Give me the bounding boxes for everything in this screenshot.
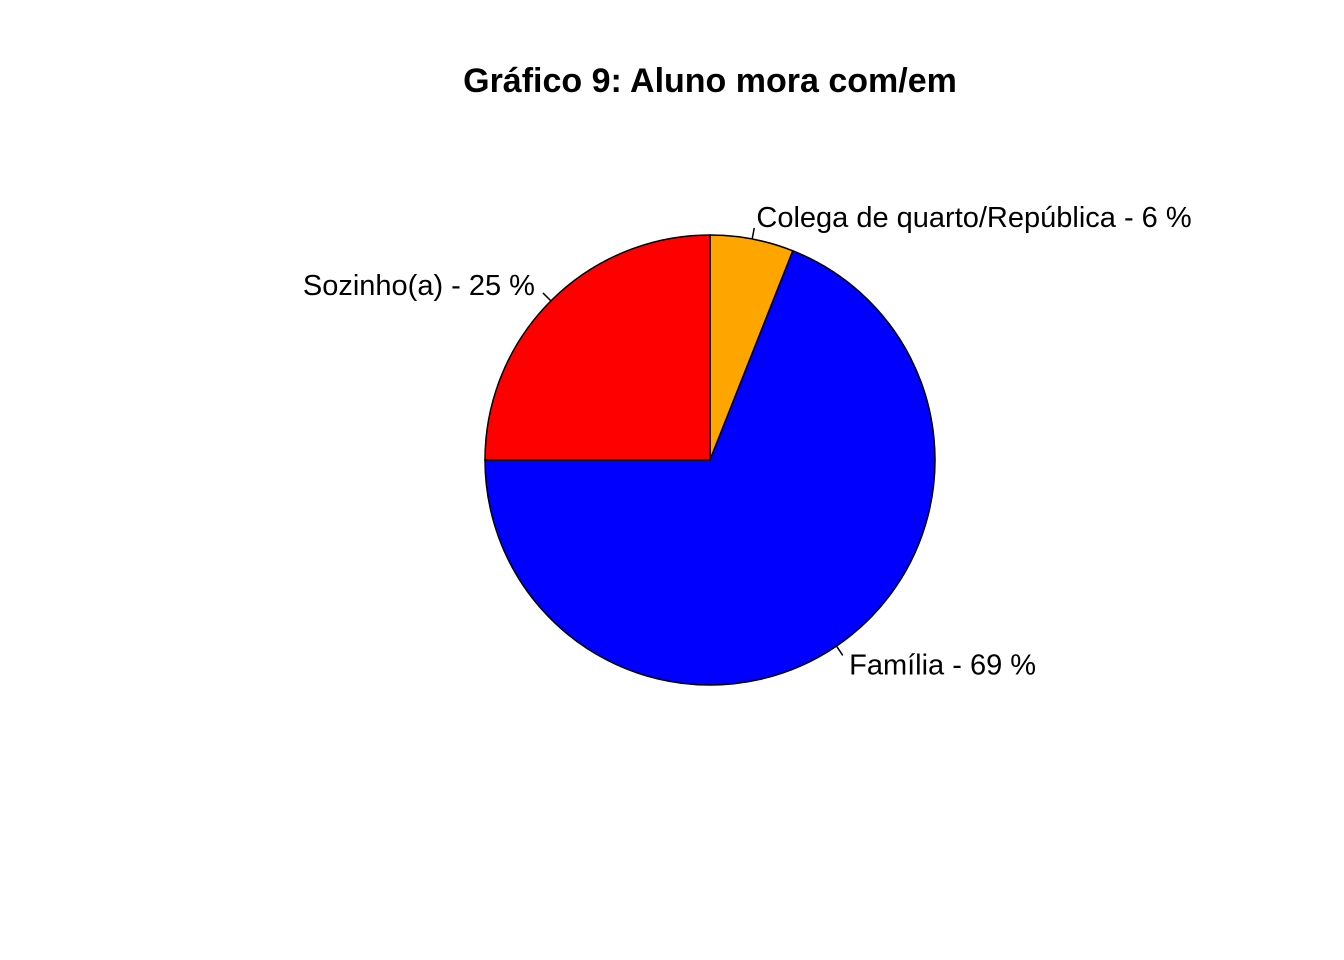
slice-label: Colega de quarto/República - 6 %: [756, 202, 1191, 234]
pie-slices: [484, 234, 936, 686]
pie-slice-familia: [484, 249, 936, 686]
leader-lines: [542, 227, 844, 656]
slice-labels: Colega de quarto/República - 6 % Família …: [303, 202, 1192, 682]
pie-slice-sozinho-a: [484, 234, 711, 461]
leader-line: [835, 645, 844, 656]
leader-line: [542, 292, 552, 302]
slice-label: Família - 69 %: [849, 650, 1036, 682]
slice-label: Sozinho(a) - 25 %: [303, 270, 535, 302]
chart-title: Gráfico 9: Aluno mora com/em: [463, 62, 957, 100]
leader-line: [751, 227, 756, 240]
